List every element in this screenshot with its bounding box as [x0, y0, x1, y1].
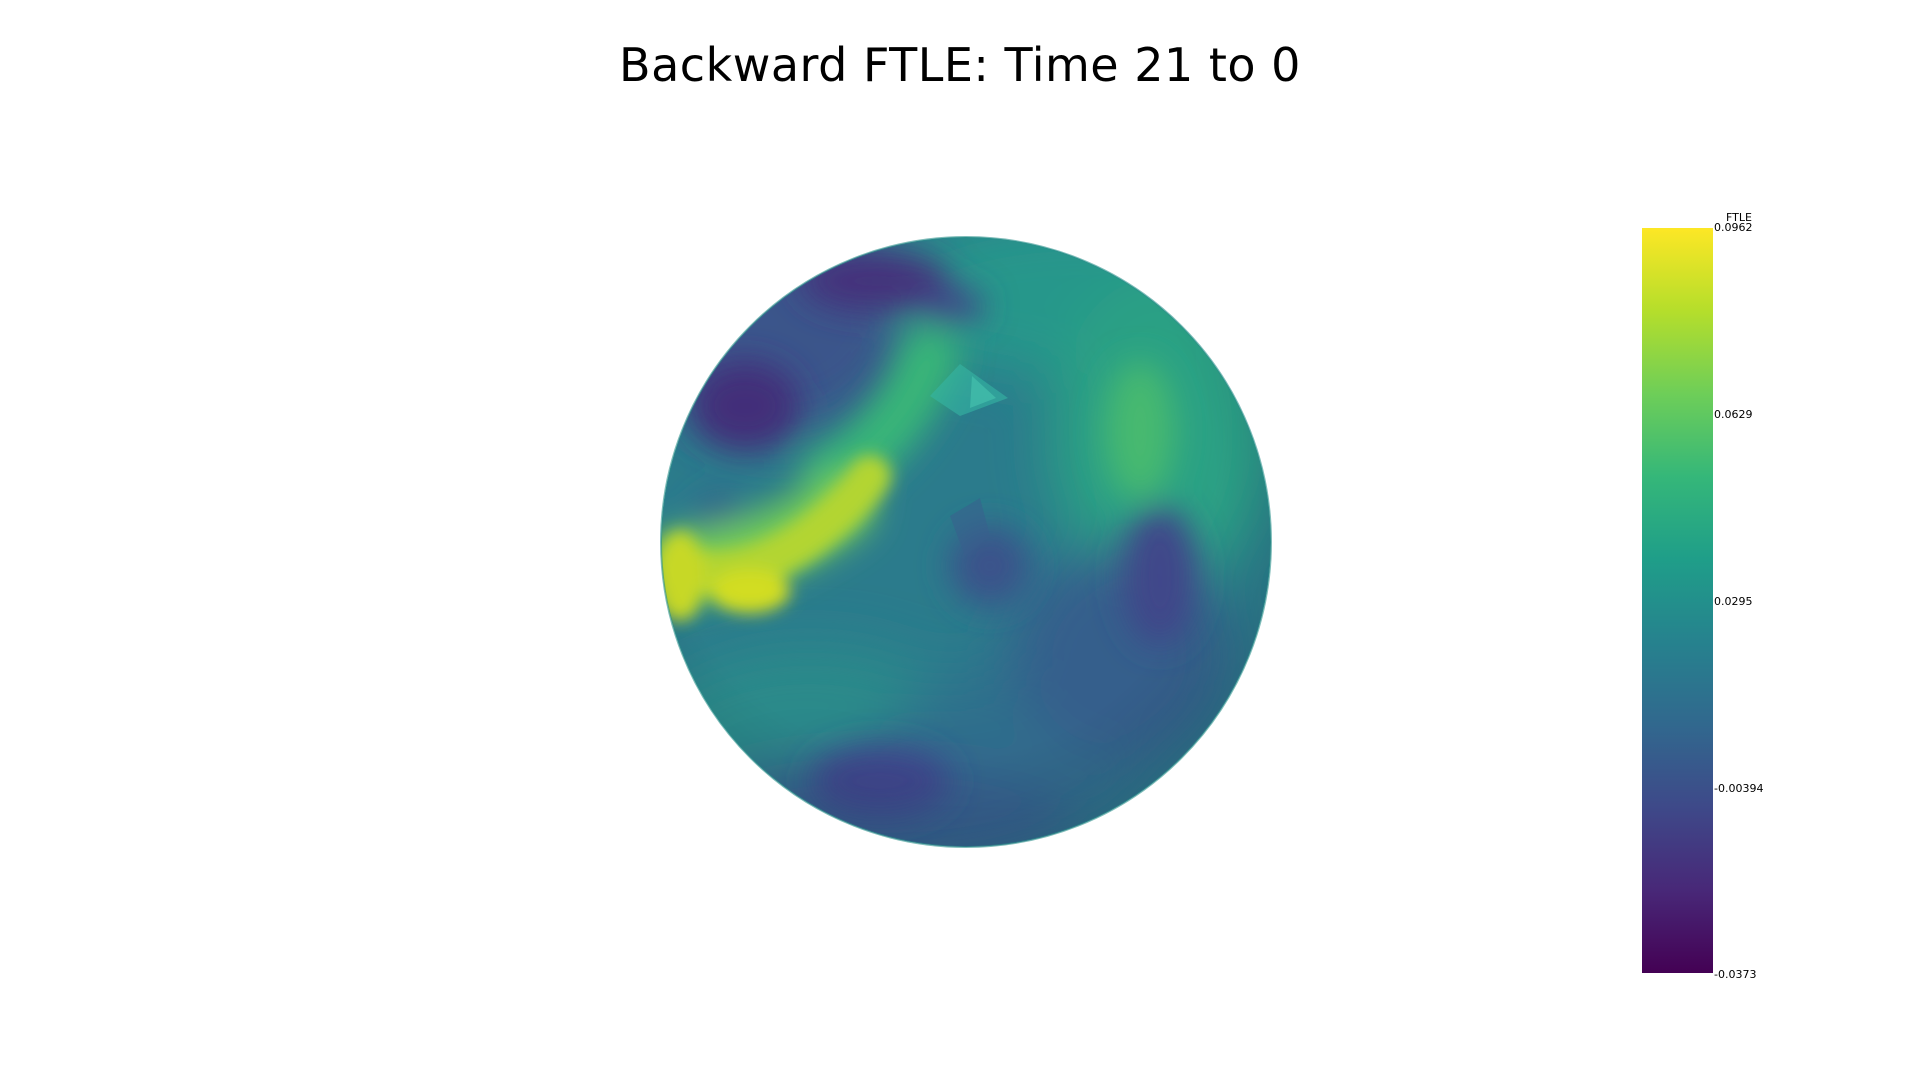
colorbar-tick-label: -0.0373: [1714, 968, 1757, 981]
plot-title: Backward FTLE: Time 21 to 0: [619, 38, 1301, 92]
colorbar-tick-label: 0.0962: [1714, 221, 1753, 234]
colorbar-gradient: [1642, 228, 1713, 973]
colorbar-tick-label: 0.0629: [1714, 408, 1753, 421]
ftle-sphere-render[interactable]: [660, 236, 1272, 848]
colorbar-title: FTLE: [1726, 211, 1752, 224]
colorbar-tick-label: -0.00394: [1714, 782, 1764, 795]
colorbar-tick-label: 0.0295: [1714, 595, 1753, 608]
